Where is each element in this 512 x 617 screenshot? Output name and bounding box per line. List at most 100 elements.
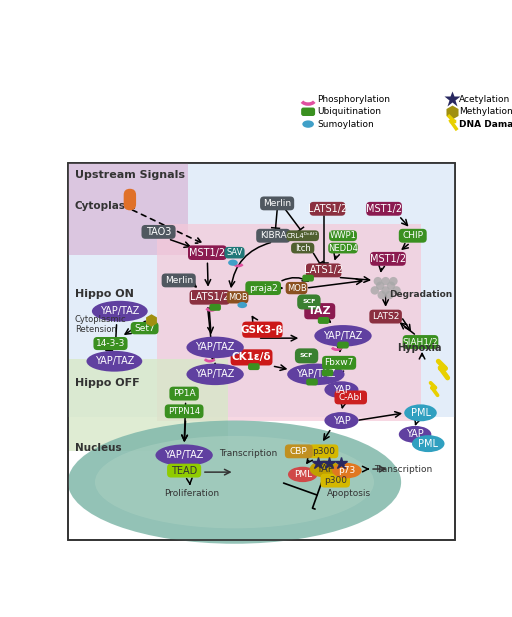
FancyBboxPatch shape	[189, 290, 230, 305]
FancyBboxPatch shape	[369, 310, 402, 323]
Text: p73: p73	[338, 466, 355, 475]
Bar	[68, 163, 455, 416]
FancyBboxPatch shape	[309, 444, 338, 458]
FancyBboxPatch shape	[285, 444, 313, 458]
Ellipse shape	[87, 351, 142, 371]
Ellipse shape	[156, 444, 213, 466]
FancyBboxPatch shape	[227, 291, 248, 304]
Text: SIAH1/2: SIAH1/2	[402, 337, 438, 347]
Text: YAP/TAZ: YAP/TAZ	[164, 450, 204, 460]
Circle shape	[381, 286, 390, 295]
FancyBboxPatch shape	[306, 379, 318, 386]
FancyBboxPatch shape	[334, 391, 367, 404]
FancyBboxPatch shape	[167, 463, 201, 478]
Circle shape	[389, 277, 398, 286]
Text: TAZ: TAZ	[308, 306, 332, 316]
Text: Transcription: Transcription	[374, 465, 432, 474]
Text: MST1/2: MST1/2	[366, 204, 402, 213]
FancyBboxPatch shape	[242, 321, 283, 337]
FancyBboxPatch shape	[169, 387, 199, 400]
Circle shape	[381, 277, 390, 286]
Text: PML: PML	[294, 470, 312, 479]
Circle shape	[376, 281, 385, 290]
Text: Sumoylation: Sumoylation	[317, 120, 374, 128]
FancyBboxPatch shape	[131, 322, 159, 334]
Text: Hypoxia: Hypoxia	[397, 343, 442, 354]
Ellipse shape	[228, 260, 238, 266]
FancyBboxPatch shape	[399, 229, 426, 242]
Text: SCF: SCF	[302, 299, 315, 304]
Bar	[70, 359, 228, 452]
FancyBboxPatch shape	[302, 275, 314, 281]
Ellipse shape	[238, 302, 247, 308]
Circle shape	[371, 286, 379, 295]
Text: Methylation: Methylation	[459, 107, 512, 116]
Text: Merlin: Merlin	[165, 276, 193, 285]
Text: praja2: praja2	[249, 284, 278, 292]
FancyBboxPatch shape	[337, 342, 349, 349]
Ellipse shape	[314, 325, 372, 347]
Text: MST1/2: MST1/2	[189, 247, 225, 258]
Text: Ubiquitination: Ubiquitination	[317, 107, 381, 116]
Ellipse shape	[325, 381, 358, 398]
Text: DNA Damage: DNA Damage	[459, 120, 512, 128]
Text: WWP1: WWP1	[330, 231, 356, 240]
Text: SAV: SAV	[226, 248, 243, 257]
FancyBboxPatch shape	[165, 404, 203, 418]
Ellipse shape	[404, 404, 437, 421]
Text: SCF: SCF	[300, 354, 313, 358]
Text: Degradation: Degradation	[390, 291, 453, 299]
Text: Cytoplasm: Cytoplasm	[75, 201, 137, 211]
Text: TEAD: TEAD	[171, 466, 197, 476]
FancyBboxPatch shape	[188, 246, 227, 260]
Text: Proliferation: Proliferation	[164, 489, 220, 498]
Circle shape	[377, 291, 386, 299]
Text: 14-3-3: 14-3-3	[96, 339, 125, 348]
Text: Apoptosis: Apoptosis	[327, 489, 371, 498]
FancyBboxPatch shape	[322, 356, 356, 370]
FancyBboxPatch shape	[256, 229, 290, 242]
Text: YAP/TAZ: YAP/TAZ	[296, 370, 335, 379]
Ellipse shape	[95, 436, 374, 528]
FancyBboxPatch shape	[260, 196, 294, 210]
Text: Hippo OFF: Hippo OFF	[75, 378, 139, 388]
FancyBboxPatch shape	[224, 247, 245, 259]
Ellipse shape	[310, 460, 340, 478]
FancyBboxPatch shape	[286, 282, 307, 294]
FancyBboxPatch shape	[162, 273, 196, 288]
FancyBboxPatch shape	[304, 303, 335, 319]
Text: YAP: YAP	[316, 464, 334, 474]
Ellipse shape	[92, 301, 147, 321]
Text: Set7: Set7	[134, 324, 155, 333]
Text: CBP: CBP	[290, 447, 308, 456]
Ellipse shape	[287, 363, 345, 385]
Bar	[68, 163, 188, 255]
FancyBboxPatch shape	[94, 337, 127, 350]
Bar	[68, 163, 455, 540]
FancyBboxPatch shape	[318, 317, 329, 324]
Ellipse shape	[325, 412, 358, 429]
Text: YAP/TAZ: YAP/TAZ	[100, 306, 139, 316]
Text: Upstream Signals: Upstream Signals	[75, 170, 185, 180]
FancyBboxPatch shape	[245, 281, 281, 295]
FancyBboxPatch shape	[321, 474, 350, 487]
Text: LATS1/2: LATS1/2	[304, 265, 343, 275]
Text: Fbxw7: Fbxw7	[325, 358, 354, 367]
Text: p300: p300	[324, 476, 347, 485]
Text: YAP/TAZ: YAP/TAZ	[323, 331, 362, 341]
Text: YAP/TAZ: YAP/TAZ	[196, 342, 235, 352]
FancyBboxPatch shape	[322, 370, 333, 376]
FancyBboxPatch shape	[230, 349, 272, 365]
FancyBboxPatch shape	[209, 304, 221, 311]
Text: KIBRA: KIBRA	[260, 231, 287, 240]
FancyBboxPatch shape	[301, 107, 315, 116]
Text: Hippo ON: Hippo ON	[75, 289, 134, 299]
Text: PP1A: PP1A	[173, 389, 196, 398]
Ellipse shape	[288, 466, 317, 482]
Text: YAP/TAZ: YAP/TAZ	[95, 356, 134, 366]
FancyBboxPatch shape	[124, 189, 136, 210]
Circle shape	[385, 291, 394, 299]
FancyBboxPatch shape	[141, 225, 176, 239]
Text: TAO3: TAO3	[146, 227, 171, 237]
Text: Nucleus: Nucleus	[75, 444, 121, 453]
